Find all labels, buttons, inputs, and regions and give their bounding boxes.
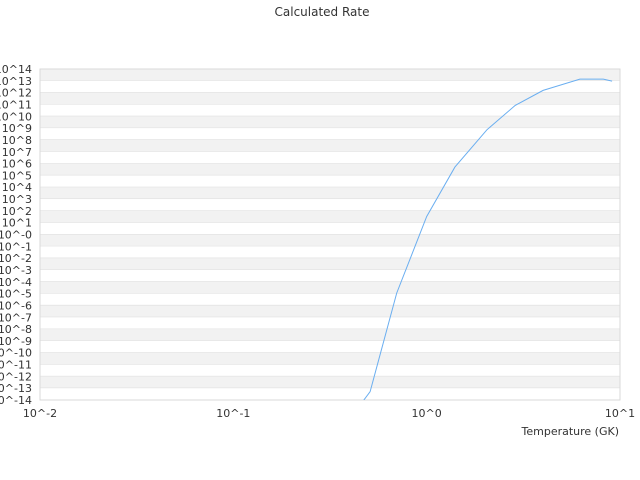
grid-band <box>40 116 620 129</box>
grid-band <box>40 210 620 223</box>
grid-band <box>40 92 620 105</box>
grid-band <box>40 340 620 353</box>
x-tick-label: 10^1 <box>605 407 635 420</box>
y-tick-label: 10^1 <box>2 217 32 230</box>
y-tick-label: 10^-14 <box>0 394 32 407</box>
chart-title: Calculated Rate <box>275 5 370 19</box>
grid-band <box>40 128 620 140</box>
y-tick-label: 10^7 <box>2 146 32 159</box>
y-tick-label: 10^-8 <box>0 323 32 336</box>
grid-band <box>40 175 620 188</box>
x-axis-label: Temperature (GK) <box>521 425 620 438</box>
y-tick-label: 10^-10 <box>0 347 32 360</box>
y-tick-label: 10^4 <box>2 181 32 194</box>
y-tick-label: 10^-7 <box>0 311 32 324</box>
grid-band <box>40 269 620 282</box>
y-tick-label: 10^-12 <box>0 370 32 383</box>
grid-band <box>40 376 620 389</box>
grid-band <box>40 234 620 247</box>
grid-band <box>40 305 620 318</box>
y-tick-label: 10^14 <box>0 63 32 76</box>
y-tick-label: 10^9 <box>2 122 32 135</box>
grid-band <box>40 187 620 200</box>
y-tick-label: 10^-9 <box>0 335 32 348</box>
y-tick-label: 10^6 <box>2 158 32 171</box>
grid-band <box>40 80 620 93</box>
grid-band <box>40 281 620 294</box>
x-tick-label: 10^-2 <box>23 407 57 420</box>
y-tick-label: 10^2 <box>2 205 32 218</box>
y-tick-label: 10^12 <box>0 87 32 100</box>
y-tick-label: 10^-6 <box>0 299 32 312</box>
grid-band <box>40 139 620 152</box>
y-tick-label: 10^-5 <box>0 288 32 301</box>
y-tick-label: 10^-1 <box>0 240 32 253</box>
grid-band <box>40 163 620 176</box>
grid-band <box>40 104 620 117</box>
grid-band <box>40 352 620 365</box>
y-tick-label: 10^-0 <box>0 229 32 242</box>
grid-band <box>40 69 620 81</box>
series-line <box>363 78 613 400</box>
y-tick-label: 10^5 <box>2 169 32 182</box>
y-tick-label: 10^-3 <box>0 264 32 277</box>
grid-band <box>40 364 620 377</box>
y-tick-label: 10^13 <box>0 75 32 88</box>
grid-band <box>40 258 620 270</box>
y-tick-label: 10^-4 <box>0 276 32 289</box>
x-tick-label: 10^0 <box>412 407 442 420</box>
y-tick-label: 10^-11 <box>0 359 32 372</box>
y-tick-label: 10^3 <box>2 193 32 206</box>
grid-band <box>40 246 620 259</box>
y-tick-label: 10^8 <box>2 134 32 147</box>
grid-band <box>40 329 620 341</box>
grid-band <box>40 199 620 211</box>
x-tick-label: 10^-1 <box>216 407 250 420</box>
grid-band <box>40 151 620 164</box>
grid-band <box>40 317 620 330</box>
grid-band <box>40 388 620 400</box>
y-tick-label: 10^11 <box>0 98 32 111</box>
grid-bands <box>40 69 620 401</box>
grid-band <box>40 293 620 306</box>
series-group <box>363 78 613 400</box>
x-axis-tick-labels: 10^-2 10^-1 10^0 10^1 <box>23 407 635 420</box>
grid-band <box>40 222 620 235</box>
y-tick-label: 10^-2 <box>0 252 32 265</box>
plot-frame <box>39 68 621 401</box>
y-axis-tick-labels: 10^-1410^-1310^-1210^-1110^-1010^-910^-8… <box>0 63 32 407</box>
y-tick-label: 10^10 <box>0 110 32 123</box>
y-tick-label: 10^-13 <box>0 382 32 395</box>
